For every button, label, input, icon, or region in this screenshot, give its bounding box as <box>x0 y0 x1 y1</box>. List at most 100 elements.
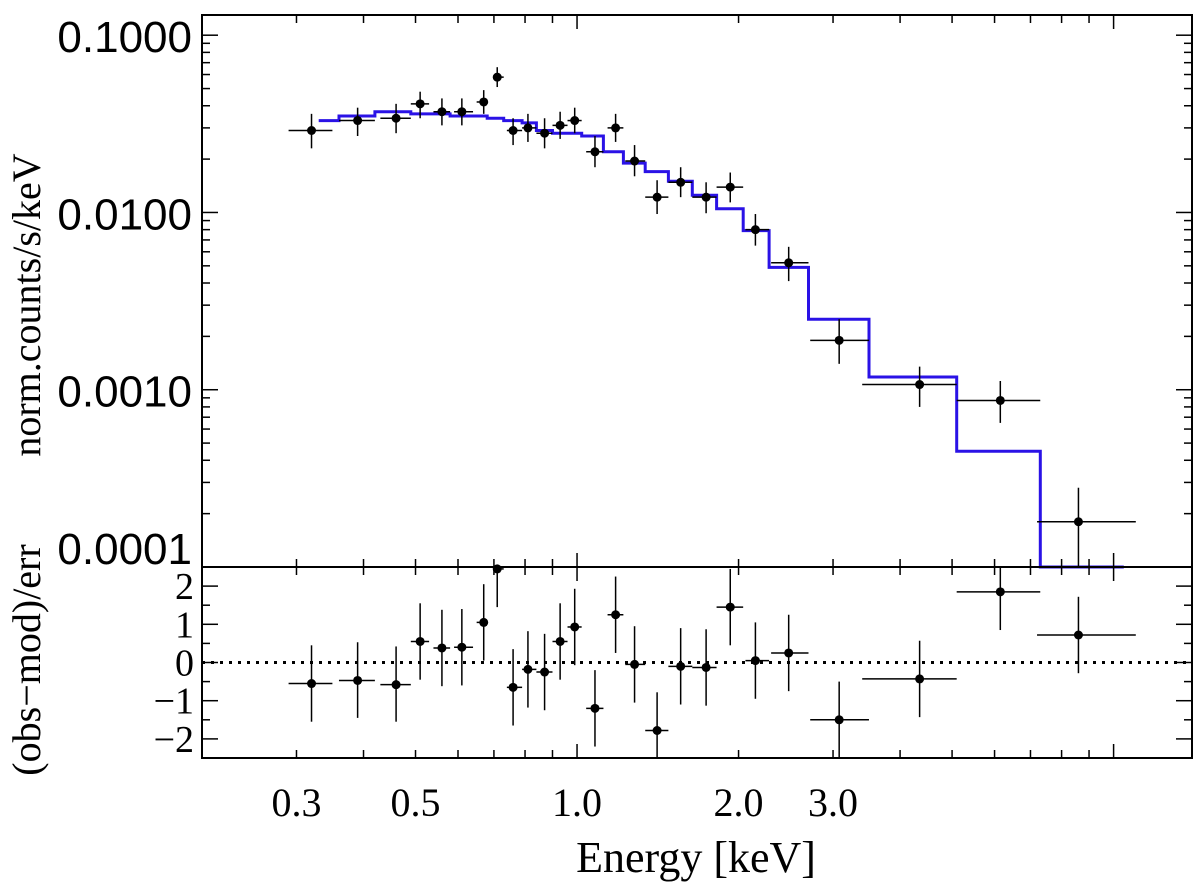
spectrum-point <box>338 107 375 136</box>
data-marker <box>915 674 925 684</box>
spectrum-point <box>536 118 553 149</box>
data-marker <box>630 156 640 166</box>
residual-point <box>745 622 770 699</box>
data-marker <box>415 636 425 646</box>
residual-point <box>956 567 1041 631</box>
spectrum-point <box>454 98 474 126</box>
data-marker <box>676 177 686 187</box>
data-marker <box>508 682 518 692</box>
spectrum-point <box>625 145 646 177</box>
data-marker <box>555 120 565 130</box>
residual-plot-frame <box>201 566 1193 759</box>
data-marker <box>307 125 317 135</box>
data-marker <box>995 587 1005 597</box>
data-marker <box>725 602 735 612</box>
data-marker <box>479 97 489 107</box>
spectrum-data-points <box>288 67 1136 567</box>
residual-point <box>410 603 430 680</box>
residual-point <box>433 609 451 687</box>
data-marker <box>701 662 711 672</box>
residual-point <box>607 576 624 653</box>
data-marker <box>437 643 447 653</box>
spectrum-point <box>522 113 537 142</box>
spectrum-point <box>745 214 770 246</box>
residual-point <box>476 584 489 661</box>
data-marker <box>590 703 600 713</box>
residual-point <box>668 628 693 705</box>
data-marker <box>492 72 502 82</box>
residual-data-points <box>288 564 1136 758</box>
data-marker <box>1073 517 1083 527</box>
y-tick-label: −2 <box>154 719 194 761</box>
x-tick-labels: 0.3 0.5 1.0 2.0 3.0 <box>271 780 858 825</box>
spectrum-point <box>956 381 1041 423</box>
spectrum-panel: 0.0001 0.0010 0.0100 0.1000 <box>57 13 1193 574</box>
spectrum-point <box>492 67 504 88</box>
spectrum-point <box>552 111 568 139</box>
spectrum-point <box>476 90 489 114</box>
data-marker <box>676 661 686 671</box>
residual-point <box>380 646 411 722</box>
spectrum-point <box>586 135 604 168</box>
data-marker <box>784 648 794 658</box>
residual-point <box>338 642 375 718</box>
data-marker <box>479 617 489 627</box>
residual-point <box>716 568 744 646</box>
y-tick-label: 0.0100 <box>57 190 192 239</box>
y-tick-label: 0.0001 <box>57 525 192 574</box>
data-marker <box>652 725 662 735</box>
data-marker <box>834 715 844 725</box>
residual-point <box>645 692 669 758</box>
spectrum-point <box>506 118 523 146</box>
residual-point <box>810 681 869 758</box>
x-tick-label: 0.5 <box>391 780 441 825</box>
data-marker <box>750 225 760 235</box>
y-tick-label: 0.1000 <box>57 13 192 62</box>
residual-point <box>586 670 604 747</box>
spectrum-point <box>716 172 744 203</box>
spectrum-point <box>810 319 869 364</box>
y-tick-label: 2 <box>175 566 194 608</box>
data-marker <box>590 147 600 157</box>
residual-point <box>625 626 646 703</box>
data-marker <box>391 113 401 123</box>
x-tick-label: 3.0 <box>808 780 858 825</box>
data-marker <box>701 192 711 202</box>
spectrum-point <box>380 103 411 134</box>
y-tick-label: 1 <box>175 604 194 646</box>
residual-point <box>692 629 717 706</box>
data-marker <box>630 659 640 669</box>
residual-point <box>536 633 553 711</box>
y-tick-label: 0 <box>175 643 194 685</box>
spectrum-axis-ticks <box>202 15 1192 568</box>
spectrum-y-tick-labels: 0.0001 0.0010 0.0100 0.1000 <box>57 13 192 574</box>
residual-point <box>552 603 568 680</box>
data-marker <box>353 675 363 685</box>
x-tick-label: 1.0 <box>552 780 602 825</box>
y-axis-title-residual: (obs−mod)/err <box>4 544 49 775</box>
spectrum-point <box>288 113 333 149</box>
residual-point <box>288 645 333 722</box>
data-marker <box>523 664 533 674</box>
y-tick-label: −1 <box>154 681 194 723</box>
residual-point <box>454 609 474 686</box>
data-marker <box>834 335 844 345</box>
spectrum-point <box>567 107 582 134</box>
model-step-path <box>318 110 1124 569</box>
data-marker <box>652 192 662 202</box>
data-marker <box>540 128 550 138</box>
data-marker <box>457 642 467 652</box>
residual-point <box>862 640 957 718</box>
spectrum-point <box>771 246 809 282</box>
spectrum-point <box>692 182 717 214</box>
spectrum-point <box>1037 487 1136 567</box>
residual-point <box>771 614 809 692</box>
spectrum-point <box>862 366 957 407</box>
spectrum-point <box>433 98 451 126</box>
spectrum-plot-frame <box>201 14 1193 568</box>
residual-point <box>1037 596 1136 674</box>
x-axis-title: Energy [keV] <box>576 833 816 882</box>
